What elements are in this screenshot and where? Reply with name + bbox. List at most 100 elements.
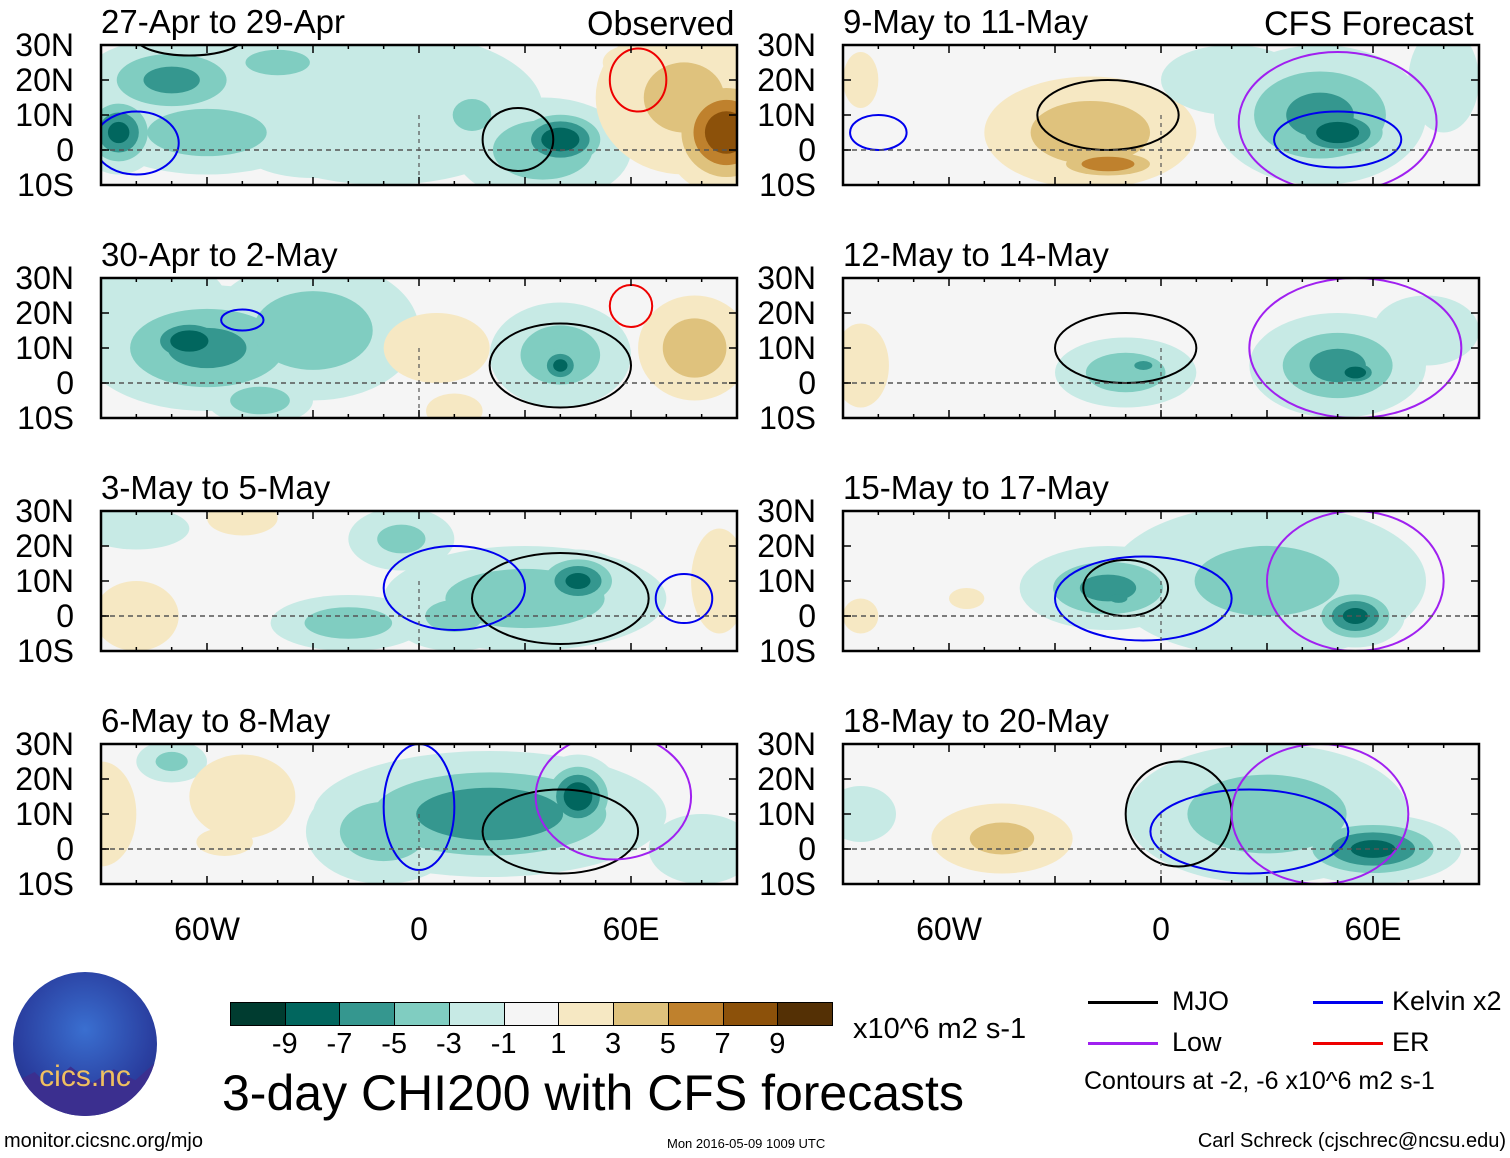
lat-tick-label: 10N [757,330,816,366]
contour-kelvin [382,545,527,631]
anomaly-shading [170,330,209,352]
anomaly-shading [1342,608,1368,624]
lat-tick-label: 0 [798,132,816,168]
anomaly-shading [565,573,591,589]
colorbar-swatch [503,1002,560,1026]
panel-title: 30-Apr to 2-May [101,236,338,273]
panel-title: 3-May to 5-May [101,469,331,506]
colorbar-tick-label: -3 [436,1028,462,1060]
contour-er [608,47,668,113]
anomaly-shading [843,598,879,634]
forecast-label: CFS Forecast [1264,5,1474,43]
colorbar-swatch [777,1002,833,1026]
contour-mjo [488,322,632,409]
panel-title: 18-May to 20-May [843,702,1109,739]
lat-tick-label: 10S [759,167,816,203]
lon-tick-label: 60E [603,911,660,947]
anomaly-shading [1030,100,1151,165]
contour-low [1266,511,1445,651]
contour-kelvin [1273,110,1403,169]
anomaly-shading [563,782,593,811]
panel-title: 27-Apr to 29-Apr [101,3,345,40]
lat-tick-label: 30N [757,726,816,762]
lat-tick-label: 20N [757,295,816,331]
colorbar-swatch [448,1002,505,1026]
anomaly-shading [704,111,737,154]
anomaly-shading [1109,594,1128,603]
panel-title: 9-May to 11-May [843,3,1089,40]
anomaly-shading [339,801,428,862]
contour-mjo [481,788,640,875]
lat-tick-label: 0 [798,598,816,634]
anomaly-shading [1079,574,1137,602]
lat-tick-label: 10N [15,796,74,832]
lat-tick-label: 10N [757,796,816,832]
colorbar-tick-label: 3 [605,1028,622,1060]
lat-tick-label: 30N [15,726,74,762]
contour-kelvin [101,110,180,176]
anomaly-shading [147,108,267,157]
legend-low-line [1088,1042,1158,1045]
lat-tick-label: 10S [17,167,74,203]
contour-mjo [139,45,240,57]
colorbar-tick-label: 1 [550,1028,567,1060]
lat-tick-label: 10S [759,866,816,902]
colorbar-units: x10^6 m2 s-1 [853,1013,1027,1045]
anomaly-shading [1373,295,1479,366]
footer-url[interactable]: monitor.cicsnc.org/mjo [4,1130,203,1152]
anomaly-shading [843,323,889,408]
lat-tick-label: 10N [757,563,816,599]
colorbar-swatch [284,1002,341,1026]
lat-tick-label: 10S [17,400,74,436]
lat-tick-label: 10N [15,330,74,366]
lat-tick-label: 30N [15,493,74,529]
anomaly-shading [253,291,373,370]
anomaly-shading [196,828,253,856]
lat-tick-label: 30N [757,27,816,63]
contour-kelvin [1054,555,1233,642]
main-title: 3-day CHI200 with CFS forecasts [222,1065,964,1121]
anomaly-shading [541,127,580,152]
lon-tick-label: 60W [174,911,241,947]
legend-mjo-line [1088,1001,1158,1004]
anomaly-shading [426,393,483,418]
lat-tick-label: 10S [17,633,74,669]
lat-tick-label: 0 [56,365,74,401]
lat-tick-label: 10N [15,97,74,133]
logo-text: cics.nc [39,1060,131,1093]
lat-tick-label: 10S [759,400,816,436]
contour-low [1248,278,1463,418]
colorbar-tick-label: 5 [659,1028,676,1060]
contour-kelvin [654,573,714,624]
legend-kelvin-line [1313,1001,1383,1004]
lat-tick-label: 10N [15,563,74,599]
legend-er-label: ER [1392,1027,1430,1057]
lat-tick-label: 20N [15,62,74,98]
lat-tick-label: 0 [56,598,74,634]
lat-tick-label: 20N [15,295,74,331]
anomaly-shading [101,761,137,867]
anomaly-shading [843,786,896,842]
footer-timestamp: Mon 2016-05-09 1009 UTC [667,1136,826,1151]
colorbar-swatch [558,1002,615,1026]
lat-tick-label: 30N [15,260,74,296]
anomaly-shading [155,751,188,772]
contour-low [1237,51,1438,185]
contour-kelvin [220,308,265,332]
footer-author: Carl Schreck (cjschrec@ncsu.edu) [1197,1130,1506,1152]
colorbar-tick-label: -5 [381,1028,408,1060]
colorbar-swatch [667,1002,724,1026]
colorbar-swatch [613,1002,669,1026]
anomaly-shading [648,814,737,884]
logo: cics.nc [13,972,157,1116]
lon-tick-label: 60W [916,911,983,947]
colorbar-swatch [230,1002,286,1026]
lat-tick-label: 20N [757,761,816,797]
contours-note: Contours at -2, -6 x10^6 m2 s-1 [1084,1067,1435,1095]
anomaly-shading [189,754,296,839]
